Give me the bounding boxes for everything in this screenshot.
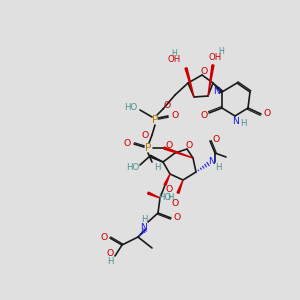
- Text: H: H: [218, 46, 224, 56]
- Text: O: O: [106, 250, 114, 259]
- Text: H: H: [107, 256, 113, 266]
- Text: N: N: [141, 223, 147, 232]
- Text: HO: HO: [158, 193, 172, 202]
- Text: O: O: [123, 140, 130, 148]
- Polygon shape: [148, 192, 160, 198]
- Text: N: N: [232, 116, 239, 125]
- Text: O: O: [263, 110, 271, 118]
- Text: P: P: [145, 143, 151, 153]
- Text: H: H: [167, 194, 173, 202]
- Text: H: H: [240, 119, 246, 128]
- Text: O: O: [200, 110, 208, 119]
- Text: O: O: [171, 199, 178, 208]
- Text: OH: OH: [208, 52, 222, 62]
- Text: H: H: [215, 163, 221, 172]
- Text: H: H: [154, 163, 160, 172]
- Text: HO: HO: [126, 164, 140, 172]
- Text: O: O: [164, 101, 171, 110]
- Text: O: O: [185, 140, 193, 149]
- Polygon shape: [164, 147, 193, 158]
- Text: O: O: [200, 67, 208, 76]
- Polygon shape: [150, 155, 163, 162]
- Text: O: O: [100, 232, 108, 242]
- Text: O: O: [173, 214, 181, 223]
- Polygon shape: [208, 65, 214, 96]
- Text: O: O: [141, 131, 148, 140]
- Text: H: H: [141, 214, 147, 224]
- Polygon shape: [213, 83, 223, 93]
- Text: O: O: [171, 110, 178, 119]
- Text: O: O: [165, 142, 172, 151]
- Text: N: N: [214, 88, 220, 97]
- Text: P: P: [152, 115, 158, 125]
- Text: N: N: [208, 158, 215, 166]
- Polygon shape: [164, 174, 170, 185]
- Polygon shape: [185, 68, 194, 97]
- Text: O: O: [212, 134, 220, 143]
- Text: HO: HO: [124, 103, 138, 112]
- Text: O: O: [165, 184, 172, 194]
- Polygon shape: [177, 180, 183, 194]
- Text: OH: OH: [168, 56, 181, 64]
- Text: H: H: [171, 50, 177, 58]
